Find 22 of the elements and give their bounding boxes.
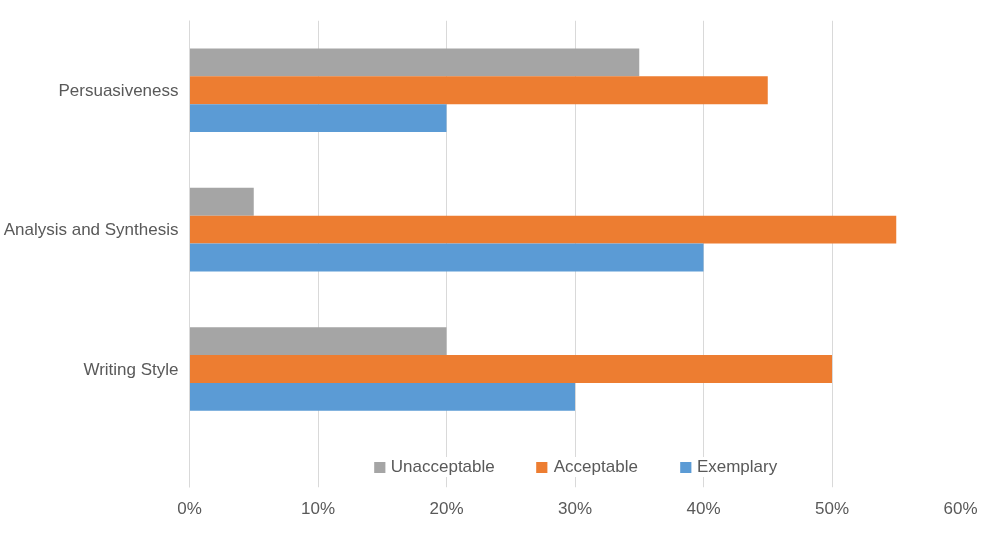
legend-label: Exemplary bbox=[696, 457, 778, 477]
bar bbox=[189, 48, 640, 77]
legend-label: Acceptable bbox=[553, 457, 638, 477]
bar bbox=[189, 76, 768, 105]
y-tick-label: Persuasiveness bbox=[58, 80, 179, 100]
bar bbox=[189, 355, 832, 383]
x-tick-label: 10% bbox=[300, 498, 336, 518]
x-tick-label: 0% bbox=[177, 498, 202, 518]
x-tick-label: 30% bbox=[557, 498, 593, 518]
y-tick-label: Writing Style bbox=[83, 359, 179, 379]
x-tick-label: 50% bbox=[814, 498, 850, 518]
legend-label: Unacceptable bbox=[390, 457, 495, 477]
bar bbox=[189, 382, 575, 411]
bar bbox=[189, 187, 254, 216]
bar bbox=[189, 327, 447, 356]
bar bbox=[189, 104, 447, 133]
x-tick-label: 40% bbox=[686, 498, 721, 518]
x-tick-label: 60% bbox=[943, 498, 978, 518]
y-tick-label: Analysis and Synthesis bbox=[3, 220, 179, 240]
bar bbox=[189, 243, 704, 272]
bar bbox=[189, 215, 897, 244]
x-tick-label: 20% bbox=[429, 498, 464, 518]
